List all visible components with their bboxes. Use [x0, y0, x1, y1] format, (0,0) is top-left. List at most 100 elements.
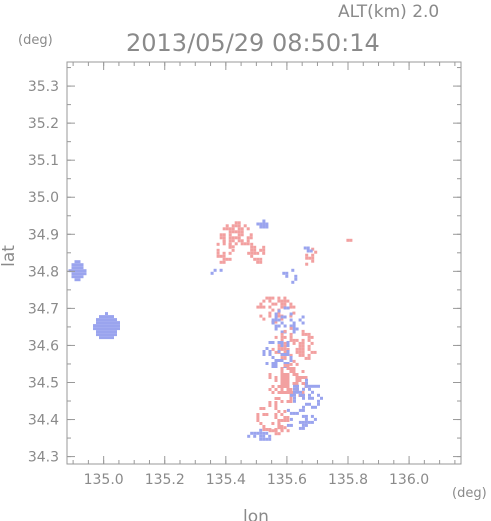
echo-cell [311, 390, 314, 394]
echo-cell [292, 341, 296, 345]
echo-cell [99, 327, 102, 331]
echo-cell [289, 335, 293, 339]
echo-cell [289, 391, 293, 394]
echo-cell [240, 233, 244, 237]
echo-cell [259, 434, 263, 438]
echo-cell [77, 266, 81, 270]
echo-cell [274, 376, 278, 379]
echo-cell [280, 425, 284, 428]
echo-cell [231, 248, 235, 252]
echo-cell [274, 315, 278, 319]
echo-cell [289, 400, 293, 403]
echo-cell [268, 299, 272, 303]
echo-cell [234, 224, 238, 228]
echo-cell [289, 318, 293, 322]
echo-cell [80, 263, 84, 267]
echo-cell [310, 341, 314, 345]
echo-cell [262, 248, 266, 252]
echo-cell [280, 419, 284, 422]
echo-cell [237, 239, 241, 243]
echo-cell [108, 336, 111, 340]
echo-cell [274, 416, 278, 419]
echo-cell [265, 222, 269, 226]
echo-cell [262, 222, 266, 226]
echo-cell [262, 437, 266, 441]
echo-cell [237, 230, 241, 234]
echo-cell [259, 302, 263, 306]
echo-cell [114, 333, 117, 337]
echo-cell [289, 370, 293, 373]
echo-cell [274, 320, 278, 324]
echo-cell [268, 311, 272, 315]
echo-cell [228, 242, 232, 246]
echo-cell [286, 419, 290, 422]
echo-cell [234, 236, 238, 240]
echo-cell [289, 367, 293, 370]
echo-cell [102, 318, 105, 322]
echo-cell [277, 344, 281, 348]
y-tick-label: 34.5 [28, 375, 59, 391]
echo-cell [317, 402, 320, 406]
echo-cell [77, 263, 81, 267]
echo-cell [99, 318, 102, 322]
echo-cell [292, 330, 296, 334]
echo-cell [307, 338, 311, 342]
echo-cell [225, 257, 229, 261]
echo-cell [293, 396, 296, 400]
echo-cell [283, 364, 287, 367]
echo-cell [108, 315, 111, 319]
echo-cell [289, 362, 293, 366]
echo-cell [280, 373, 284, 376]
echo-cell [283, 344, 287, 348]
echo-cell [298, 379, 302, 382]
echo-cell [277, 359, 281, 362]
echo-cell [102, 330, 105, 334]
echo-cell [283, 335, 287, 339]
echo-cell [268, 314, 272, 318]
echo-cell [102, 327, 105, 331]
echo-cell [114, 324, 117, 328]
echo-cell [102, 324, 105, 328]
echo-cell [237, 233, 241, 237]
echo-cell [274, 327, 278, 331]
echo-region-11 [305, 247, 318, 266]
echo-cell [283, 362, 287, 365]
echo-cell [111, 333, 114, 337]
echo-cell [105, 327, 108, 331]
echo-cell [268, 373, 272, 376]
echo-cell [296, 387, 299, 391]
echo-cell [286, 373, 290, 376]
echo-cell [280, 429, 284, 433]
echo-cell [105, 315, 108, 319]
echo-cell [277, 299, 281, 303]
echo-cell [301, 376, 305, 379]
x-tick-label: 135.0 [84, 472, 124, 488]
echo-cell [259, 314, 263, 318]
echo-cell [293, 390, 296, 394]
echo-cell [77, 278, 81, 282]
echo-cell [96, 324, 99, 328]
echo-cell [298, 376, 302, 379]
echo-cell [301, 350, 305, 354]
echo-cell [274, 359, 278, 362]
echo-cell [286, 429, 290, 433]
echo-cell [83, 269, 87, 273]
echo-cell [283, 373, 287, 376]
echo-cell [286, 400, 290, 403]
echo-cell [289, 411, 293, 415]
echo-cell [301, 332, 305, 336]
echo-cell [280, 330, 284, 334]
echo-cell [250, 251, 254, 255]
echo-cell [274, 397, 278, 400]
echo-cell [302, 393, 305, 397]
echo-cell [274, 335, 278, 339]
echo-cell [301, 391, 305, 394]
echo-region-12 [303, 246, 313, 253]
echo-cell [274, 350, 278, 354]
echo-cell [302, 405, 305, 409]
echo-cell [274, 365, 278, 368]
echo-cell [314, 250, 318, 254]
echo-cell [301, 370, 305, 373]
echo-cell [294, 274, 298, 278]
echo-cell [80, 272, 84, 276]
